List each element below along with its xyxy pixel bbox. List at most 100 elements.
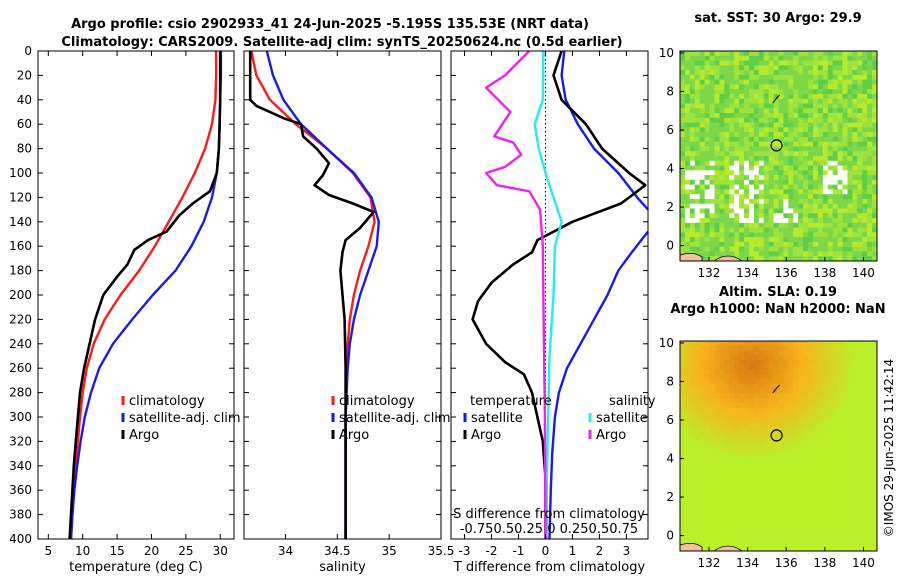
- sst-map-title: sat. SST: 30 Argo: 29.9: [694, 11, 861, 26]
- map-y-tick-label: 0: [666, 239, 674, 253]
- title-line-1: Argo profile: csio 2902933_41 24-Jun-202…: [71, 17, 589, 32]
- x-tick-label: 30: [213, 544, 228, 558]
- map-y-tick-label: 8: [666, 374, 674, 388]
- difference-panel: -3 -2 -1 0 1 2 3 T difference from climatology S…: [450, 50, 656, 575]
- y-tick-label: 40: [17, 93, 32, 107]
- map-x-tick-label: 136: [775, 266, 798, 280]
- x-tick-label: 35.5: [428, 544, 455, 558]
- x-tick-label: 2: [596, 544, 604, 558]
- y-tick-label: 220: [9, 312, 32, 326]
- series-line-0-lower: [548, 230, 649, 540]
- s-axis-tick-labels: -0.750.50.25 0 0.250.50.75: [460, 522, 638, 537]
- series-line-2: [68, 51, 222, 540]
- legend-temp-satellite-label: satellite: [471, 411, 523, 426]
- legend-sal-argo-label: Argo: [596, 428, 626, 443]
- map-x-tick-label: 140: [852, 266, 875, 280]
- map-x-tick-label: 140: [852, 556, 875, 570]
- y-tick-label: 0: [24, 44, 32, 58]
- y-tick-label: 140: [9, 215, 32, 229]
- sst-map-panel: 132 134 136 138 140 0 2 4 6 8 10 sat. SST: 30 Argo:…: [659, 11, 878, 280]
- x-tick-label: 35: [382, 544, 397, 558]
- x-tick-label: 5: [44, 544, 52, 558]
- y-tick-label: 360: [9, 483, 32, 497]
- map-x-tick-label: 138: [813, 266, 836, 280]
- y-tick-label: 200: [9, 288, 32, 302]
- map-y-tick-label: 10: [659, 336, 674, 350]
- series-line-1: [265, 50, 380, 539]
- legend-salinity-title: salinity: [609, 394, 656, 409]
- legend-temperature-title: temperature: [470, 394, 552, 409]
- island: [772, 94, 781, 104]
- x-tick-label: -2: [485, 544, 497, 558]
- series-line-3: [484, 50, 547, 540]
- map-y-tick-label: 10: [659, 46, 674, 60]
- legend-climatology-label: climatology: [129, 394, 205, 409]
- island: [772, 384, 781, 394]
- y-tick-label: 320: [9, 434, 32, 448]
- y-tick-label: 160: [9, 239, 32, 253]
- x-tick-label: 0: [542, 544, 550, 558]
- x-tick-label: -1: [512, 544, 524, 558]
- map-y-tick-label: 6: [666, 123, 674, 137]
- x-axis-label: temperature (deg C): [69, 560, 203, 575]
- x-tick-label: 3: [623, 544, 631, 558]
- y-tick-label: 100: [9, 166, 32, 180]
- plot-area: [38, 51, 234, 539]
- map-frame: [679, 340, 878, 552]
- imos-watermark: ©IMOS 29-Jun-2025 11:42:14: [882, 359, 896, 537]
- map-y-tick-label: 2: [666, 490, 674, 504]
- x-axis-label-2: S difference from climatology: [453, 507, 645, 522]
- salinity-panel: 34 34.5 35 35.5 salinity climatology satellite…: [243, 50, 455, 575]
- sla-map-subtitle: Argo h1000: NaN h2000: NaN: [670, 302, 885, 317]
- series-line-0: [69, 51, 218, 540]
- y-tick-label: 20: [17, 68, 32, 82]
- x-tick-label: 34: [278, 544, 293, 558]
- map-x-tick-label: 138: [813, 556, 836, 570]
- x-tick-label: -3: [459, 544, 471, 558]
- x-tick-label: 1: [569, 544, 577, 558]
- legend-climatology-label: climatology: [339, 394, 415, 409]
- argo-position-marker: [770, 139, 783, 152]
- plot-area: [451, 51, 648, 539]
- land-west: [679, 543, 703, 552]
- x-tick-label: 20: [144, 544, 159, 558]
- temperature-panel: 5 10 15 20 25 3002040608010012014016018020022…: [9, 44, 241, 575]
- series-line-1: [471, 50, 647, 539]
- legend-satellite-label: satellite-adj. clim: [129, 411, 241, 426]
- legend-temp-argo-label: Argo: [471, 428, 501, 443]
- series-line-0: [250, 50, 376, 539]
- y-tick-label: 380: [9, 508, 32, 522]
- legend-argo-label: Argo: [339, 428, 369, 443]
- map-x-tick-label: 134: [736, 266, 759, 280]
- y-tick-label: 400: [9, 532, 32, 546]
- map-frame: [679, 50, 878, 262]
- series-line-2: [248, 51, 375, 539]
- y-tick-label: 180: [9, 264, 32, 278]
- y-tick-label: 340: [9, 459, 32, 473]
- x-axis-label: T difference from climatology: [453, 560, 646, 575]
- map-x-tick-label: 132: [698, 556, 721, 570]
- y-tick-label: 280: [9, 386, 32, 400]
- map-y-tick-label: 4: [666, 162, 674, 176]
- x-tick-label: 10: [75, 544, 90, 558]
- x-tick-label: 15: [109, 544, 124, 558]
- map-y-tick-label: 4: [666, 452, 674, 466]
- map-y-tick-label: 8: [666, 84, 674, 98]
- y-tick-label: 80: [17, 142, 32, 156]
- sla-field: [680, 341, 878, 552]
- map-y-tick-label: 6: [666, 413, 674, 427]
- x-tick-label: 25: [178, 544, 193, 558]
- argo-position-marker: [770, 429, 783, 442]
- sla-map-title: Altim. SLA: 0.19: [719, 285, 837, 300]
- x-axis-label: salinity: [319, 560, 366, 575]
- map-y-tick-label: 2: [666, 200, 674, 214]
- map-x-tick-label: 134: [736, 556, 759, 570]
- legend-sal-satellite-label: satellite: [596, 411, 648, 426]
- y-tick-label: 240: [9, 337, 32, 351]
- x-tick-label: 34.5: [324, 544, 351, 558]
- y-tick-label: 120: [9, 190, 32, 204]
- land-west: [679, 253, 703, 262]
- map-x-tick-label: 136: [775, 556, 798, 570]
- series-line-2: [533, 50, 563, 539]
